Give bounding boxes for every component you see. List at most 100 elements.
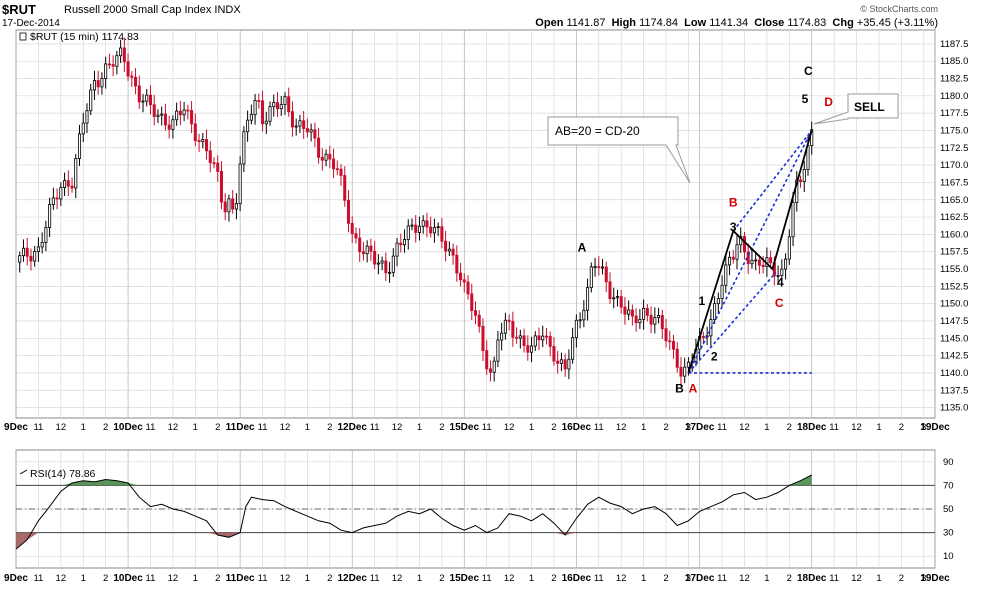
candle-body xyxy=(216,162,220,172)
candle-body xyxy=(444,240,448,252)
rsi-x-tick-label: 2 xyxy=(103,573,108,584)
price-tick-label: 1160.0 xyxy=(940,229,968,240)
candle-body xyxy=(488,368,492,373)
rsi-x-tick-label: 16Dec xyxy=(562,573,592,584)
rsi-x-tick-label: 12 xyxy=(739,573,750,584)
candle-body xyxy=(473,310,478,316)
candle-body xyxy=(234,203,238,210)
candle-body xyxy=(178,110,182,116)
candle-body xyxy=(197,140,201,142)
x-tick-label: 2 xyxy=(215,422,220,433)
chg-value: +35.45 (+3.11%) xyxy=(856,17,938,29)
rsi-x-tick-label: 1 xyxy=(641,573,646,584)
candle-body xyxy=(627,309,631,315)
candle-body xyxy=(455,254,459,274)
candle-body xyxy=(791,202,795,238)
candle-body xyxy=(548,335,552,347)
rsi-x-tick-label: 12 xyxy=(616,573,627,584)
candle-body xyxy=(354,233,358,239)
exchange: INDX xyxy=(214,4,241,16)
candle-body xyxy=(246,119,250,133)
price-tick-label: 1162.5 xyxy=(940,212,968,223)
candle-body xyxy=(111,64,115,67)
candle-body xyxy=(361,251,365,255)
candle-body xyxy=(205,139,209,152)
x-tick-label: 19Dec xyxy=(920,422,950,433)
candle-body xyxy=(608,281,612,300)
candle-body xyxy=(231,198,235,210)
candle-body xyxy=(657,315,661,319)
candle-body xyxy=(77,133,82,159)
x-tick-label: 11 xyxy=(146,422,156,433)
candle-body xyxy=(283,96,287,105)
candle-body xyxy=(459,272,463,281)
candle-body xyxy=(559,359,563,364)
high-value: 1174.84 xyxy=(639,17,679,29)
candle-body xyxy=(406,225,410,240)
candle-body xyxy=(89,89,93,112)
candle-body xyxy=(731,256,735,260)
rsi-x-tick-label: 12 xyxy=(280,573,291,584)
candle-body xyxy=(440,226,444,242)
candle-body xyxy=(649,314,653,325)
candle-body xyxy=(21,247,25,257)
candle-body xyxy=(638,318,642,324)
candle-body xyxy=(107,63,111,66)
x-tick-label: 11Dec xyxy=(226,422,255,433)
rsi-x-tick-label: 11 xyxy=(594,573,604,584)
x-tick-label: 2 xyxy=(327,422,332,433)
price-tick-label: 1145.0 xyxy=(940,333,968,344)
candle-body xyxy=(417,225,421,233)
close-value: 1174.83 xyxy=(787,17,827,29)
price-legend: $RUT (15 min) 1174.83 xyxy=(19,31,139,43)
candle-body xyxy=(713,303,717,321)
candle-body xyxy=(671,341,676,350)
x-tick-label: 2 xyxy=(103,422,108,433)
rsi-x-tick-label: 11 xyxy=(717,573,727,584)
harmonic-dashed-line xyxy=(687,271,777,374)
candle-body xyxy=(664,328,668,342)
candle-body xyxy=(477,314,481,327)
wave-annotation: B xyxy=(729,196,738,210)
candle-body xyxy=(148,94,153,106)
chg-label: Chg xyxy=(832,17,854,29)
low-value: 1141.34 xyxy=(709,17,749,29)
rsi-x-tick-label: 3 xyxy=(921,573,926,584)
candle-body xyxy=(294,125,298,128)
callout-box xyxy=(547,116,691,184)
harmonic-dashed-line xyxy=(687,130,813,374)
candle-body xyxy=(253,100,257,116)
x-tick-label: 1 xyxy=(81,422,86,433)
rsi-x-tick-label: 12Dec xyxy=(337,573,367,584)
candle-body xyxy=(369,245,373,252)
candle-body xyxy=(481,325,485,352)
wave-annotation: 2 xyxy=(711,349,718,363)
candle-body xyxy=(51,197,55,205)
candle-body xyxy=(227,198,231,213)
price-tick-label: 1185.0 xyxy=(940,56,968,67)
x-tick-label: 15Dec xyxy=(450,422,480,433)
candle-body xyxy=(728,256,732,266)
candle-body xyxy=(313,129,317,139)
rsi-x-tick-label: 18Dec xyxy=(797,573,827,584)
candle-body xyxy=(332,158,336,170)
candle-body xyxy=(653,317,657,325)
price-tick-label: 1177.5 xyxy=(940,108,968,119)
candle-body xyxy=(365,245,369,255)
candle-body xyxy=(436,226,440,229)
x-tick-label: 1 xyxy=(305,422,310,433)
rsi-x-tick-label: 11Dec xyxy=(226,573,255,584)
candle-body xyxy=(660,315,664,330)
x-tick-label: 12 xyxy=(168,422,179,433)
candle-body xyxy=(163,113,167,126)
price-tick-label: 1157.5 xyxy=(940,247,968,258)
candle-body xyxy=(432,227,436,234)
candle-body xyxy=(563,359,567,370)
x-tick-label: 12 xyxy=(739,422,750,433)
candle-body xyxy=(257,100,261,102)
rsi-x-tick-label: 2 xyxy=(439,573,444,584)
open-value: 1141.87 xyxy=(566,17,606,29)
symbol: $RUT xyxy=(2,2,36,17)
x-tick-label: 1 xyxy=(641,422,646,433)
price-tick-label: 1137.5 xyxy=(940,385,968,396)
